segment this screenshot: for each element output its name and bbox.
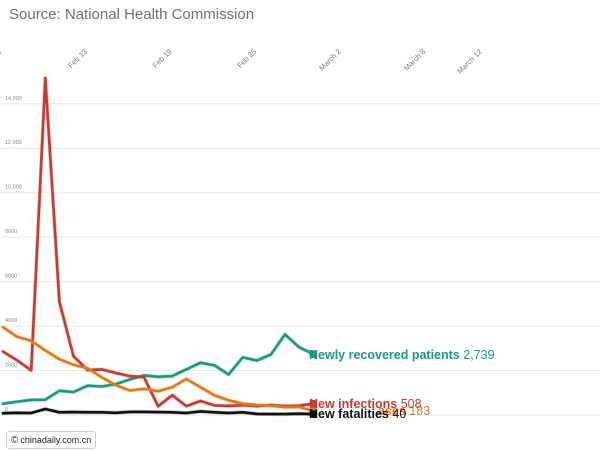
x-tick-label: Feb 7 bbox=[0, 47, 4, 67]
fatalities-label: New fatalities 40 bbox=[309, 407, 406, 421]
y-tick-label: 14,000 bbox=[5, 96, 22, 102]
suspected-line bbox=[1, 325, 315, 413]
copyright-icon: © bbox=[11, 435, 19, 446]
recovered-line bbox=[1, 333, 315, 406]
infections-endpoint bbox=[309, 399, 318, 408]
x-tick-label: Feb 13 bbox=[66, 47, 89, 70]
x-tick-label: March 8 bbox=[402, 47, 428, 73]
credit-text: chinadaily.com.cn bbox=[20, 435, 92, 445]
infections-label: New infections 508 bbox=[309, 397, 422, 411]
y-tick-label: 8000 bbox=[5, 229, 17, 235]
y-tick-label: 12,000 bbox=[5, 140, 22, 146]
x-tick-label: March 12 bbox=[455, 47, 483, 75]
y-tick-label: 10,000 bbox=[5, 185, 22, 191]
recovered-endpoint bbox=[309, 350, 318, 359]
y-tick-label: 0 bbox=[5, 407, 8, 413]
fatalities-endpoint bbox=[309, 410, 318, 419]
y-tick-label: 4000 bbox=[5, 318, 17, 324]
recovered-line-halo bbox=[1, 332, 316, 406]
suspected-label: ases 183 bbox=[378, 404, 430, 418]
chart-source: Source: National Health Commission bbox=[9, 6, 255, 23]
x-tick-label: Feb 19 bbox=[151, 47, 174, 70]
y-tick-label: 6000 bbox=[5, 274, 17, 280]
y-tick-label: 2000 bbox=[5, 363, 17, 369]
recovered-label: Newly recovered patients 2,739 bbox=[309, 348, 495, 362]
credit-badge[interactable]: © chinadaily.com.cn bbox=[6, 431, 97, 449]
x-tick-label: March 2 bbox=[317, 47, 343, 73]
fatalities-line bbox=[1, 407, 315, 416]
x-tick-label: Feb 25 bbox=[235, 47, 258, 70]
